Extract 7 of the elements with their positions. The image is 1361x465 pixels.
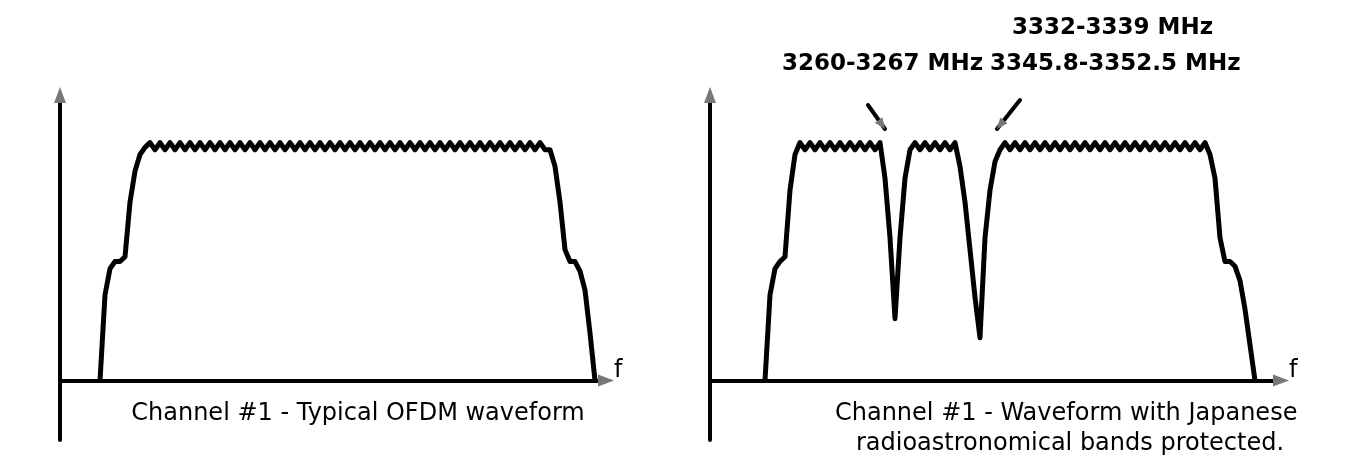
text: 3260-3267 MHz bbox=[782, 48, 984, 75]
text: Channel #1 - Waveform with Japanese radioastronomical bands protected. bbox=[834, 398, 1306, 456]
text: Channel #1 - Typical OFDM waveform bbox=[131, 398, 585, 426]
text: 3345.8-3352.5 MHz bbox=[990, 48, 1241, 75]
text: 3332-3339 MHz bbox=[1012, 12, 1214, 39]
x-axis-title: f bbox=[614, 354, 623, 383]
x-axis-title: f bbox=[1289, 354, 1298, 383]
